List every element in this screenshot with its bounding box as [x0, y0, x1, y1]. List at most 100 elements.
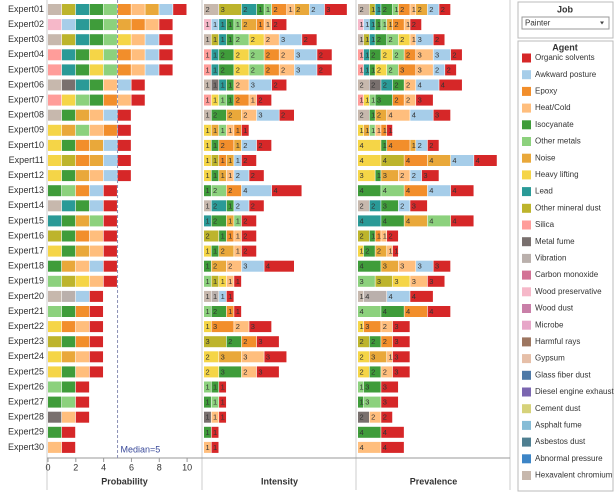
bar-segment — [416, 79, 439, 91]
segment-label: 1 — [228, 126, 232, 135]
segment-label: 4 — [243, 186, 247, 195]
segment-label: 1 — [389, 247, 393, 256]
bar-segment — [317, 64, 332, 76]
legend-label: Asphalt fume — [535, 421, 582, 430]
bar-segment — [375, 34, 387, 46]
segment-label: 4 — [389, 292, 393, 301]
segment-label: 4 — [365, 292, 369, 301]
segment-label: 1 — [377, 5, 381, 14]
bar-segment — [48, 215, 62, 227]
segment-label: 4 — [360, 262, 364, 271]
segment-label: 1 — [371, 20, 375, 29]
bar-segment — [358, 396, 364, 408]
segment-label: 1 — [221, 96, 225, 105]
bar-segment — [226, 94, 234, 106]
segment-label: 1 — [412, 141, 416, 150]
legend-box — [517, 40, 614, 492]
bar-segment — [61, 185, 76, 197]
job-dropdown[interactable] — [521, 16, 610, 30]
segment-label: 1 — [228, 20, 232, 29]
segment-label: 3 — [360, 171, 364, 180]
bar-segment — [103, 260, 117, 272]
bar-segment — [204, 139, 211, 151]
bar-segment — [450, 185, 474, 197]
row-label: Expert20 — [8, 291, 44, 301]
bar-segment — [48, 411, 62, 423]
bar-segment — [75, 79, 90, 91]
bar-segment — [89, 139, 104, 151]
legend-swatch — [522, 120, 531, 130]
segment-label: 1 — [213, 65, 217, 74]
bar-segment — [117, 124, 131, 136]
segment-label: 4 — [273, 186, 277, 195]
segment-label: 1 — [412, 5, 416, 14]
segment-label: 2 — [243, 141, 247, 150]
bar-segment — [211, 215, 227, 227]
segment-label: 3 — [435, 262, 439, 271]
bar-segment — [89, 49, 104, 61]
bar-segment — [145, 34, 159, 46]
bar-segment — [387, 290, 410, 302]
x-tick-label: 6 — [129, 462, 134, 472]
segment-label: 2 — [452, 50, 456, 59]
bar-segment — [433, 34, 445, 46]
bar-segment — [89, 64, 104, 76]
segment-label: 3 — [418, 35, 422, 44]
legend-swatch — [522, 170, 531, 180]
segment-label: 1 — [213, 171, 217, 180]
segment-label: 1 — [213, 398, 217, 407]
bar-segment — [375, 170, 381, 182]
bar-segment — [387, 230, 399, 242]
segment-label: 2 — [251, 171, 255, 180]
bar-segment — [61, 170, 76, 182]
segment-label: 4 — [383, 443, 387, 452]
bar-segment — [358, 441, 381, 453]
bar-segment — [421, 170, 439, 182]
bar-segment — [89, 79, 104, 91]
bar-segment — [369, 49, 381, 61]
bar-segment — [416, 34, 433, 46]
segment-label: 4 — [360, 156, 364, 165]
bar-segment — [75, 366, 90, 378]
bar-segment — [302, 34, 317, 46]
bar-segment — [211, 275, 219, 287]
segment-label: 2 — [429, 5, 433, 14]
bar-segment — [211, 124, 219, 136]
bar-segment — [204, 381, 211, 393]
bar-segment — [381, 366, 393, 378]
segment-label: 2 — [243, 111, 247, 120]
bar-segment — [103, 245, 117, 257]
bar-segment — [75, 139, 90, 151]
legend-swatch — [522, 420, 531, 430]
bar-segment — [219, 366, 242, 378]
x-tick-label: 0 — [45, 462, 50, 472]
bar-segment — [117, 170, 131, 182]
segment-label: 1 — [371, 126, 375, 135]
bar-segment — [61, 34, 76, 46]
row-label: Expert11 — [9, 155, 44, 165]
bar-segment — [211, 411, 219, 423]
bar-segment — [381, 426, 404, 438]
segment-label: 2 — [360, 367, 364, 376]
segment-label: 1 — [266, 5, 270, 14]
segment-label: 3 — [418, 65, 422, 74]
bar-segment — [369, 351, 387, 363]
segment-label: 1 — [360, 50, 364, 59]
bar-segment — [375, 19, 381, 31]
segment-label: 2 — [258, 96, 262, 105]
job-dropdown-value[interactable]: Painter — [525, 19, 551, 28]
bar-segment — [363, 64, 370, 76]
segment-label: 2 — [360, 5, 364, 14]
segment-label: 2 — [228, 186, 232, 195]
segment-label: 3 — [383, 398, 387, 407]
bar-segment — [416, 139, 428, 151]
segment-label: 1 — [394, 247, 398, 256]
segment-label: 2 — [319, 65, 323, 74]
segment-label: 1 — [412, 35, 416, 44]
row-label: Expert26 — [8, 381, 44, 391]
bar-segment — [117, 4, 131, 15]
bar-segment — [75, 124, 90, 136]
bar-segment — [219, 411, 227, 423]
bar-segment — [204, 4, 219, 15]
bar-segment — [234, 124, 242, 136]
